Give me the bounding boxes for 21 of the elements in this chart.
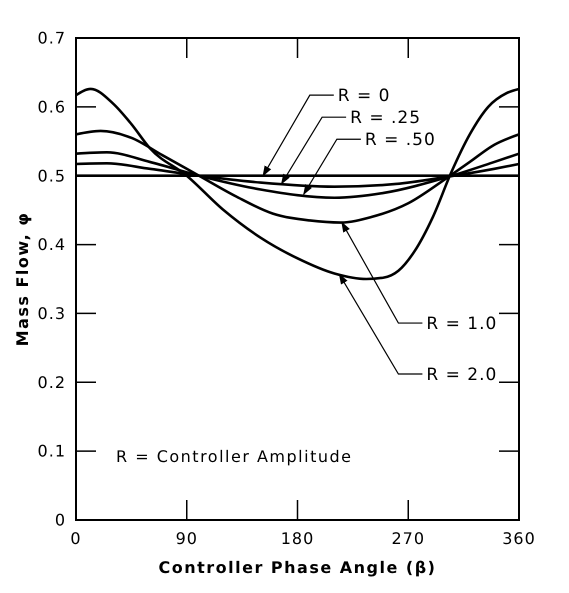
y-tick-label: 0.3 — [38, 304, 66, 324]
x-tick-label: 360 — [502, 529, 536, 548]
y-axis-title: Mass Flow, φ — [13, 212, 32, 346]
legend-label: R = 2.0 — [426, 364, 498, 385]
series-label: R = .50 — [364, 130, 436, 150]
x-tick-label: 180 — [280, 529, 314, 548]
legend-label: R = 1.0 — [426, 314, 498, 334]
y-tick-label: 0 — [54, 510, 66, 530]
x-tick-label: 0 — [70, 529, 82, 548]
y-tick-label: 0.4 — [38, 235, 66, 254]
x-axis-title: Controller Phase Angle (β) — [158, 558, 437, 577]
text: R = 0 — [338, 86, 390, 106]
y-tick-label: 0.1 — [38, 442, 66, 461]
x-tick-label: 90 — [176, 529, 198, 548]
annotation: R = Controller Amplitude — [116, 447, 352, 466]
text: R = .25 — [350, 108, 422, 128]
y-tick-label: 0.5 — [38, 166, 66, 186]
x-tick-label: 270 — [391, 529, 426, 548]
y-tick-label: 0.6 — [38, 97, 66, 116]
y-tick-label: 0.2 — [38, 372, 66, 392]
y-tick-label: 0.7 — [38, 28, 66, 48]
